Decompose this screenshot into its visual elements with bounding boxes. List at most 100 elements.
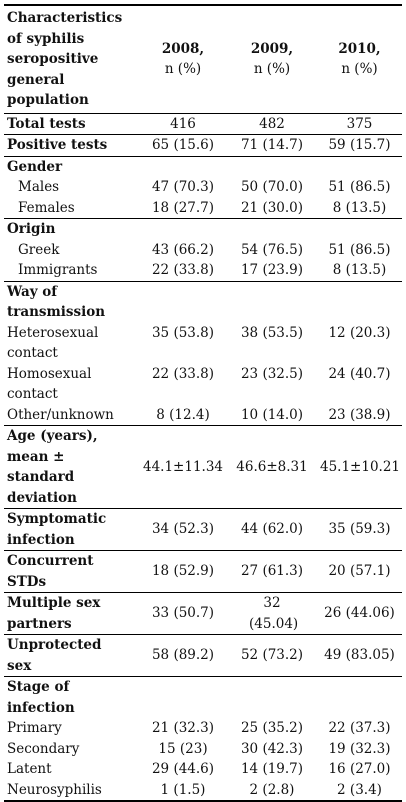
cell-2009: 17 (23.9) — [240, 262, 304, 278]
cell-2009: 21 (30.0) — [240, 199, 304, 216]
row-label: Total tests — [7, 115, 86, 132]
cell-2009: 44 (62.0) — [227, 508, 317, 551]
cell-2009: 46.6±8.31 — [227, 425, 317, 509]
section-row: Origin — [4, 218, 402, 240]
table-row: Symptomatic infection 34 (52.3) 44 (62.0… — [4, 508, 402, 551]
table-row: Neurosyphilis 1 (1.5) 2 (2.8) 2 (3.4) — [4, 779, 402, 802]
cell-2009: 25 (35.2) — [240, 720, 304, 736]
header-2009-year: 2009, — [250, 40, 294, 57]
cell-2008: 29 (44.6) — [151, 761, 215, 777]
cell-2009: 38 (53.5) — [240, 324, 304, 341]
row-label: Primary — [7, 720, 62, 736]
section-label: Gender — [4, 155, 402, 177]
header-label: Characteristics of syphilis seropositive… — [4, 4, 139, 114]
cell-2009: 482 — [259, 115, 285, 132]
cell-2010: 16 (27.0) — [328, 761, 391, 777]
row-label: Males — [18, 179, 60, 195]
header-2009: 2009, n (%) — [227, 4, 317, 114]
table-row: Age (years), mean ± standard deviation 4… — [4, 425, 402, 509]
cell-2009: 71 (14.7) — [227, 134, 317, 156]
table-row: Positive tests 65 (15.6) 71 (14.7) 59 (1… — [4, 134, 402, 156]
cell-2008: 33 (50.7) — [139, 592, 227, 635]
table-row: Males 47 (70.3) 50 (70.0) 51 (86.5) — [4, 177, 402, 198]
row-label: Females — [18, 199, 75, 216]
section-label: Way of transmission — [4, 280, 402, 323]
table-row: Unprotected sex 58 (89.2) 52 (73.2) 49 (… — [4, 634, 402, 677]
cell-2010: 51 (86.5) — [328, 179, 391, 195]
cell-2008: 1 (1.5) — [139, 779, 227, 802]
section-label: Origin — [4, 218, 402, 240]
table-row: Heterosexual contact 35 (53.8) 38 (53.5)… — [4, 323, 402, 364]
cell-2009: 10 (14.0) — [240, 406, 304, 423]
cell-2008: 18 (52.9) — [139, 550, 227, 593]
table-row: Females 18 (27.7) 21 (30.0) 8 (13.5) — [4, 198, 402, 219]
row-label: Greek — [18, 241, 60, 258]
cell-2008: 15 (23) — [158, 740, 208, 757]
cell-2008: 65 (15.6) — [139, 134, 227, 156]
page: Characteristics of syphilis seropositive… — [4, 4, 402, 802]
cell-2010: 45.1±10.21 — [317, 425, 402, 509]
header-2008-unit: n (%) — [164, 61, 202, 78]
header-2010: 2010, n (%) — [317, 4, 402, 114]
cell-2010: 59 (15.7) — [317, 134, 402, 156]
row-label: Age (years), mean ± standard deviation — [4, 425, 139, 509]
cell-2008: 18 (27.7) — [151, 199, 215, 216]
header-2009-unit: n (%) — [253, 61, 291, 78]
cell-2008: 47 (70.3) — [151, 179, 215, 195]
cell-2008: 21 (32.3) — [151, 720, 215, 736]
cell-2009: 32 (45.04) — [227, 592, 317, 635]
cell-2008: 34 (52.3) — [139, 508, 227, 551]
table-row: Multiple sex partners 33 (50.7) 32 (45.0… — [4, 592, 402, 635]
cell-2010: 12 (20.3) — [328, 324, 391, 341]
cell-2009: 30 (42.3) — [240, 740, 304, 757]
table-row: Total tests 416 482 375 — [4, 113, 402, 135]
table-header: Characteristics of syphilis seropositive… — [4, 4, 402, 114]
cell-2010: 22 (37.3) — [328, 720, 391, 736]
cell-2009: 54 (76.5) — [240, 241, 304, 258]
cell-2009: 52 (73.2) — [227, 634, 317, 677]
header-2010-unit: n (%) — [341, 61, 378, 78]
row-label: Secondary — [7, 740, 80, 757]
cell-2010: 20 (57.1) — [317, 550, 402, 593]
cell-2009: 27 (61.3) — [227, 550, 317, 593]
header-2008: 2008, n (%) — [139, 4, 227, 114]
cell-2008: 8 (12.4) — [156, 406, 210, 423]
section-row: Gender — [4, 155, 402, 177]
cell-2008: 44.1±11.34 — [139, 425, 227, 509]
cell-2009: 2 (2.8) — [227, 779, 317, 802]
row-label: Homosexual contact — [7, 365, 92, 403]
syphilis-table: Characteristics of syphilis seropositive… — [4, 4, 402, 802]
cell-2010: 8 (13.5) — [332, 199, 387, 216]
cell-2008: 58 (89.2) — [139, 634, 227, 677]
table-row: Concurrent STDs 18 (52.9) 27 (61.3) 20 (… — [4, 550, 402, 593]
cell-2008: 22 (33.8) — [151, 365, 215, 382]
cell-2008: 22 (33.8) — [151, 262, 215, 278]
cell-2010: 375 — [346, 115, 373, 132]
section-row: Way of transmission — [4, 280, 402, 323]
section-row: Stage of infection — [4, 676, 402, 718]
cell-2010: 49 (83.05) — [317, 634, 402, 677]
row-label: Multiple sex partners — [4, 592, 139, 635]
cell-2008: 35 (53.8) — [151, 324, 215, 341]
table-row: Latent 29 (44.6) 14 (19.7) 16 (27.0) — [4, 759, 402, 780]
table-row: Greek 43 (66.2) 54 (76.5) 51 (86.5) — [4, 240, 402, 261]
cell-2009: 50 (70.0) — [240, 179, 304, 195]
header-2008-year: 2008, — [161, 40, 205, 57]
cell-2008: 43 (66.2) — [151, 241, 215, 258]
cell-2010: 23 (38.9) — [328, 406, 391, 423]
row-label: Latent — [7, 761, 52, 777]
cell-2009: 14 (19.7) — [240, 761, 304, 777]
cell-2010: 2 (3.4) — [317, 779, 402, 802]
row-label: Heterosexual contact — [7, 324, 99, 362]
row-label: Unprotected sex — [4, 634, 139, 677]
cell-2008: 416 — [170, 115, 196, 132]
row-label: Concurrent STDs — [4, 550, 139, 593]
table-row: Secondary 15 (23) 30 (42.3) 19 (32.3) — [4, 739, 402, 760]
cell-2010: 19 (32.3) — [328, 740, 391, 757]
cell-2010: 51 (86.5) — [328, 241, 391, 258]
cell-2009: 23 (32.5) — [240, 365, 304, 382]
table-row: Homosexual contact 22 (33.8) 23 (32.5) 2… — [4, 364, 402, 405]
cell-2010: 26 (44.06) — [317, 592, 402, 635]
row-label: Neurosyphilis — [4, 779, 139, 802]
table-row: Immigrants 22 (33.8) 17 (23.9) 8 (13.5) — [4, 260, 402, 281]
